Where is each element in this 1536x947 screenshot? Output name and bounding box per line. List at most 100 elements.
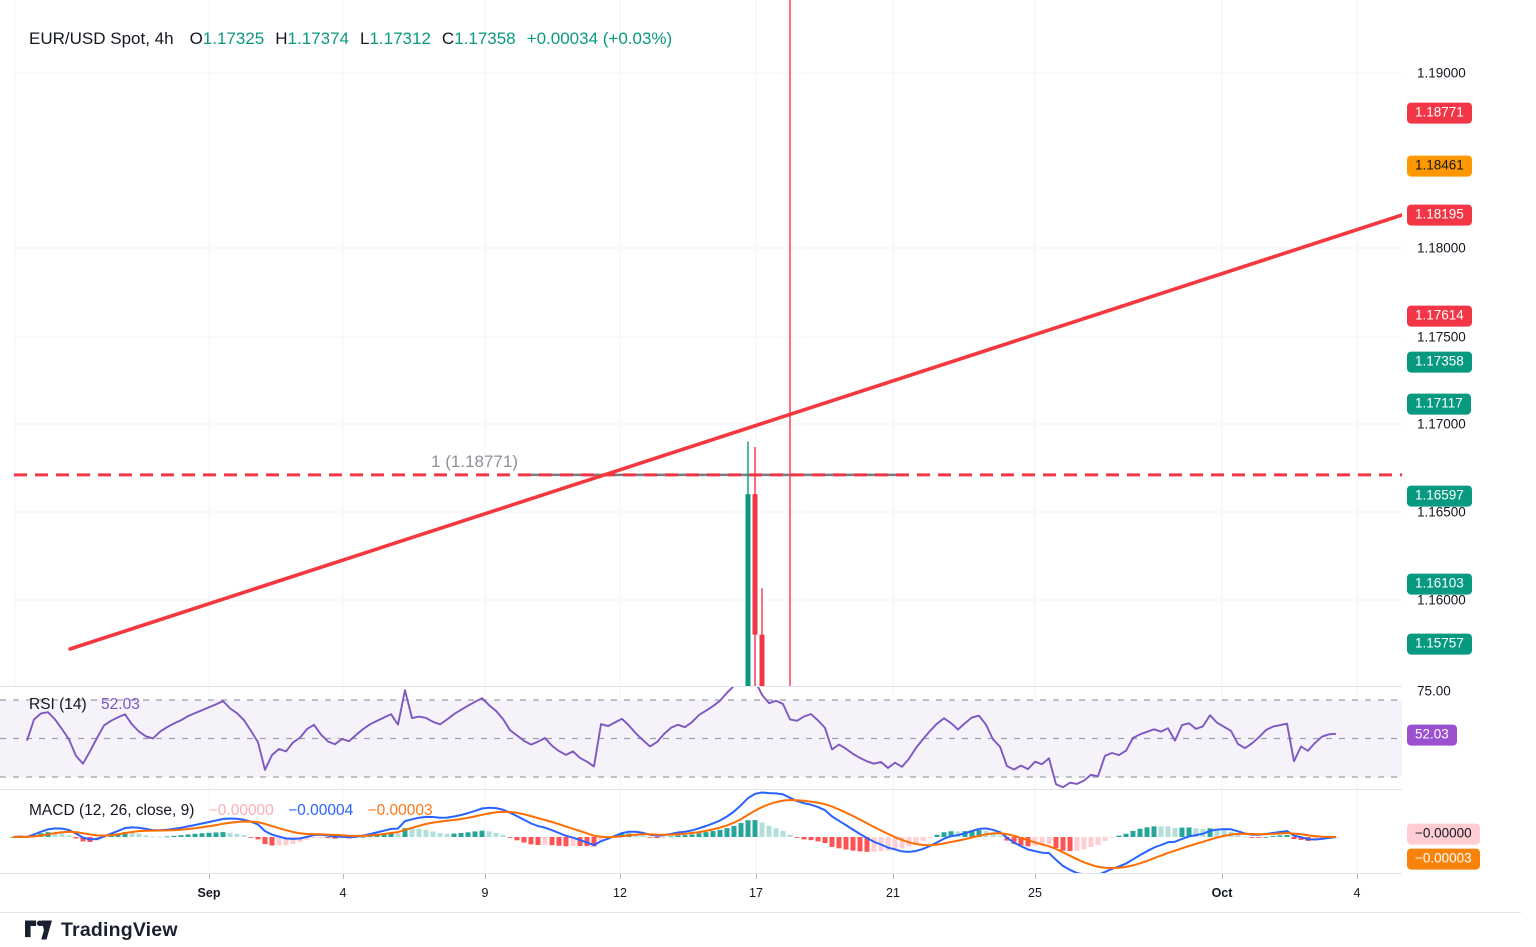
macd-histogram-bar xyxy=(857,837,863,852)
time-axis-tick xyxy=(620,874,621,879)
axis-tick-label: 75.00 xyxy=(1417,683,1451,699)
macd-histogram-bar xyxy=(682,835,688,837)
macd-histogram-bar xyxy=(1046,837,1052,844)
macd-histogram-bar xyxy=(486,831,492,837)
axis-tick-label: 1.16500 xyxy=(1417,504,1466,520)
macd-histogram-bar xyxy=(591,837,597,847)
tradingview-logo[interactable]: TradingView xyxy=(25,918,178,942)
macd-histogram-bar xyxy=(1277,835,1283,837)
time-axis-label: 25 xyxy=(1028,886,1042,900)
macd-histogram-bar xyxy=(1067,837,1073,852)
macd-histogram-bar xyxy=(1284,835,1290,837)
macd-histogram-bar xyxy=(731,825,737,837)
change-value: +0.00034 (+0.03%) xyxy=(526,29,673,48)
macd-histogram-bar xyxy=(395,833,401,837)
macd-histogram-bar xyxy=(1130,830,1136,837)
macd-histogram-bar xyxy=(808,837,814,841)
macd-histogram-bar xyxy=(1249,837,1255,838)
macd-histogram-bar xyxy=(1144,827,1150,837)
macd-histogram-bar xyxy=(1298,837,1304,840)
price-level-badge: 1.18771 xyxy=(1407,102,1472,124)
macd-histogram-bar xyxy=(1158,826,1164,837)
macd-histogram-bar xyxy=(311,837,317,838)
macd-histogram-bar xyxy=(920,837,926,841)
macd-histogram-bar xyxy=(899,837,905,849)
macd-histogram-bar xyxy=(892,837,898,850)
macd-title[interactable]: MACD (12, 26, close, 9) xyxy=(29,802,195,819)
macd-histogram-bar xyxy=(822,837,828,844)
rsi-indicator-pane[interactable] xyxy=(0,686,1402,789)
pane-divider xyxy=(0,873,1402,874)
price-chart-pane[interactable]: 1 (1.18771)0 (1.16628) xyxy=(0,0,1402,686)
macd-histogram-bar xyxy=(570,837,576,846)
pane-divider[interactable] xyxy=(0,789,1521,790)
macd-histogram-bar xyxy=(535,837,541,845)
time-axis-label: Sep xyxy=(197,886,221,900)
time-axis-label: 17 xyxy=(749,886,763,900)
macd-histogram-bar xyxy=(220,832,226,837)
macd-histogram-bar xyxy=(493,832,499,837)
macd-histogram-bar xyxy=(1109,837,1115,838)
macd-histogram-bar xyxy=(381,833,387,837)
macd-histogram-bar xyxy=(843,837,849,850)
price-level-badge: 1.16597 xyxy=(1407,485,1472,507)
time-axis[interactable]: Sep 4 9 12 17 21 25 Oct 4 xyxy=(0,874,1402,912)
macd-histogram-bar xyxy=(647,837,653,838)
macd-histogram-bar xyxy=(1151,826,1157,837)
macd-histogram-bar xyxy=(1256,837,1262,838)
high-value: 1.17374 xyxy=(287,29,349,48)
macd-histogram-bar xyxy=(745,820,751,837)
time-axis-tick xyxy=(343,874,344,879)
macd-histogram-bar xyxy=(976,830,982,837)
low-label: L xyxy=(359,29,370,48)
axis-tick-label: 1.17000 xyxy=(1417,416,1466,432)
macd-histogram-bar xyxy=(773,828,779,837)
macd-histogram-bar xyxy=(255,837,261,840)
price-level-badge: −0.00003 xyxy=(1407,848,1480,870)
macd-histogram-bar xyxy=(542,837,548,845)
rsi-title[interactable]: RSI (14) xyxy=(29,696,87,713)
macd-histogram-bar xyxy=(1081,837,1087,850)
macd-histogram-bar xyxy=(689,834,695,837)
macd-histogram-bar xyxy=(710,831,716,837)
macd-histogram-bar xyxy=(528,837,534,845)
macd-histogram-bar xyxy=(304,837,310,840)
macd-indicator-pane[interactable] xyxy=(0,789,1402,874)
price-level-badge: 1.17117 xyxy=(1407,393,1471,415)
macd-histogram-bar xyxy=(563,837,569,847)
macd-hist-value: −0.00000 xyxy=(208,802,274,819)
macd-histogram-bar xyxy=(1242,836,1248,838)
macd-histogram-bar xyxy=(206,832,212,837)
macd-histogram-bar xyxy=(451,833,457,837)
macd-histogram-bar xyxy=(262,837,268,845)
open-label: O xyxy=(189,29,203,48)
time-axis-label: Oct xyxy=(1211,886,1233,900)
pane-divider[interactable] xyxy=(0,686,1521,687)
price-level-badge: 1.18461 xyxy=(1407,155,1472,177)
macd-histogram-bar xyxy=(1011,837,1017,844)
macd-histogram-bar xyxy=(934,834,940,837)
macd-histogram-bar xyxy=(1270,836,1276,837)
candle-body xyxy=(759,634,765,686)
symbol-title[interactable]: EUR/USD Spot, 4h xyxy=(29,29,174,48)
macd-histogram-bar xyxy=(430,831,436,837)
macd-histogram-bar xyxy=(227,832,233,837)
macd-histogram-bar xyxy=(283,837,289,846)
axis-tick-label: 1.18000 xyxy=(1417,240,1466,256)
candle-body xyxy=(745,494,751,686)
time-axis-tick xyxy=(1035,874,1036,879)
macd-histogram-bar xyxy=(276,837,282,846)
time-axis-tick xyxy=(1222,874,1223,879)
macd-histogram-bar xyxy=(402,828,408,837)
macd-histogram-bar xyxy=(269,837,275,846)
macd-histogram-bar xyxy=(500,834,506,837)
ascending-trendline[interactable] xyxy=(68,213,1402,651)
macd-histogram-bar xyxy=(717,829,723,837)
price-axis[interactable]: 1.19000 1.18000 1.17500 1.17000 1.16500 1.160… xyxy=(1402,0,1536,912)
macd-histogram-bar xyxy=(465,832,471,837)
macd-histogram-bar xyxy=(1088,837,1094,847)
symbol-legend: EUR/USD Spot, 4h O1.17325 H1.17374 L1.17312… xyxy=(29,29,672,49)
macd-histogram-bar xyxy=(59,833,65,837)
macd-histogram-bar xyxy=(1207,828,1213,837)
